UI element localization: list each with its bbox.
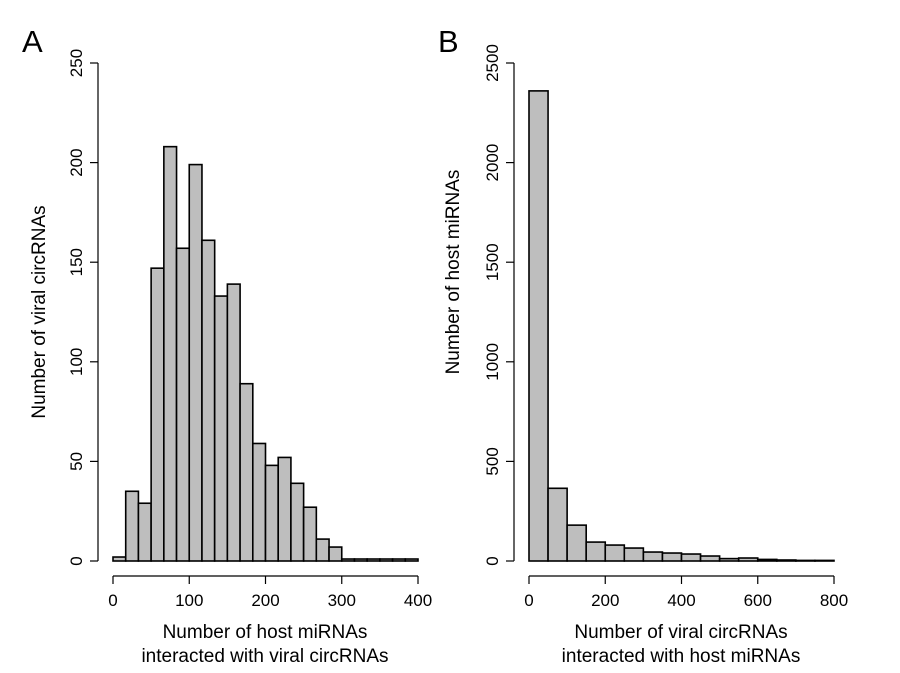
panel-a-x-axis-label-line2: interacted with viral circRNAs [141,646,388,667]
panel-a-bar-18 [340,558,356,562]
panel-b-x-axis: 0 200 400 600 800 [524,575,848,610]
panel-b-bar-11 [737,557,759,562]
panel-a-bar-6 [188,163,203,562]
panel-a-bar-1 [124,490,140,562]
panel-b-y-tick-label-4: 2000 [483,144,502,182]
panel-b-x-axis-label-line1: Number of viral circRNAs [574,622,787,643]
panel-a-bar-11 [251,442,267,562]
panel-a-label: A [22,24,43,59]
panel-b-bar-1 [547,487,568,562]
panel-a-y-tick-label-0: 0 [67,556,86,565]
panel-a-bar-16 [315,538,330,562]
panel-b-y-axis: 0 500 1000 1500 2000 2500 [483,44,515,566]
panel-b-bar-6 [642,551,664,562]
panel-a-bar-20 [366,558,381,562]
panel-b-x-tick-label-2: 400 [667,591,695,610]
panel-a-bar-15 [302,506,318,562]
panel-a-x-tick-label-2: 200 [251,591,279,610]
panel-b-y-axis-label: Number of host miRNAs [443,170,464,375]
panel-b-x-tick-label-0: 0 [524,591,533,610]
panel-a-y-tick-label-4: 200 [67,148,86,176]
panel-b-y-tick-label-3: 1500 [483,243,502,281]
panel-b-x-tick-label-3: 600 [744,591,772,610]
panel-a-bar-2 [137,502,152,562]
panel-b-y-tick-label-5: 2500 [483,44,502,82]
panel-b-bar-15 [814,559,835,562]
panel-a-bar-22 [391,558,407,562]
panel-b: B 0 500 1000 1500 2000 2500 0 200 400 600 800 Num… [438,24,848,667]
panel-a-bar-7 [201,239,216,562]
panel-b-bar-7 [661,552,683,562]
panel-b-x-tick-label-1: 200 [591,591,619,610]
panel-b-bar-5 [623,547,645,562]
panel-a-bar-12 [264,464,280,562]
panel-b-bar-2 [566,524,587,562]
panel-b-bar-3 [585,541,607,562]
panel-b-y-tick-label-0: 0 [483,556,502,565]
panel-a-bar-13 [277,456,292,562]
panel-b-bar-9 [699,555,721,562]
panel-a-bar-3 [150,267,165,562]
panel-b-bar-8 [680,553,702,562]
panel-a-bar-17 [328,546,343,562]
panel-a-bar-23 [404,558,419,562]
panel-b-bars [528,90,835,562]
panel-a-bar-4 [163,145,178,562]
panel-a-bar-14 [290,482,305,562]
panel-a-bar-19 [353,558,368,562]
panel-b-x-tick-label-4: 800 [820,591,848,610]
panel-a-y-tick-label-5: 250 [67,49,86,77]
panel-b-x-axis-label-line2: interacted with host miRNAs [562,646,801,667]
panel-b-bar-12 [756,558,778,562]
panel-b-bar-0 [528,90,549,562]
panel-b-bar-13 [776,559,797,562]
panel-a-x-axis-label-line1: Number of host miRNAs [163,622,368,643]
panel-b-bar-14 [795,559,816,562]
panel-a-x-tick-label-3: 300 [328,591,356,610]
panel-b-label: B [438,24,459,59]
panel-b-bar-4 [604,544,626,562]
panel-a-bar-8 [213,295,229,562]
panel-b-y-tick-label-1: 500 [483,447,502,475]
panel-a-y-axis-label: Number of viral circRNAs [29,205,50,418]
panel-a-y-tick-label-3: 150 [67,248,86,276]
panel-a-y-tick-label-2: 100 [67,348,86,376]
panel-a-bar-5 [175,247,191,562]
panel-a-y-axis: 0 50 100 150 200 250 [67,49,99,566]
panel-a-x-axis: 0 100 200 300 400 [108,575,432,610]
panel-a-bars [112,145,419,562]
panel-a-x-tick-label-1: 100 [175,591,203,610]
panel-a-bar-21 [379,558,394,562]
panel-b-bar-10 [718,557,740,562]
panel-a-bar-10 [239,382,254,562]
panel-a-bar-0 [112,556,127,562]
panel-a-x-tick-label-4: 400 [404,591,432,610]
panel-a-x-tick-label-0: 0 [108,591,117,610]
panel-b-y-tick-label-2: 1000 [483,343,502,381]
panel-a: A 0 50 100 150 200 250 0 100 200 300 400 Number o… [22,24,432,667]
panel-a-y-tick-label-1: 50 [67,452,86,471]
panel-a-bar-9 [226,283,241,562]
